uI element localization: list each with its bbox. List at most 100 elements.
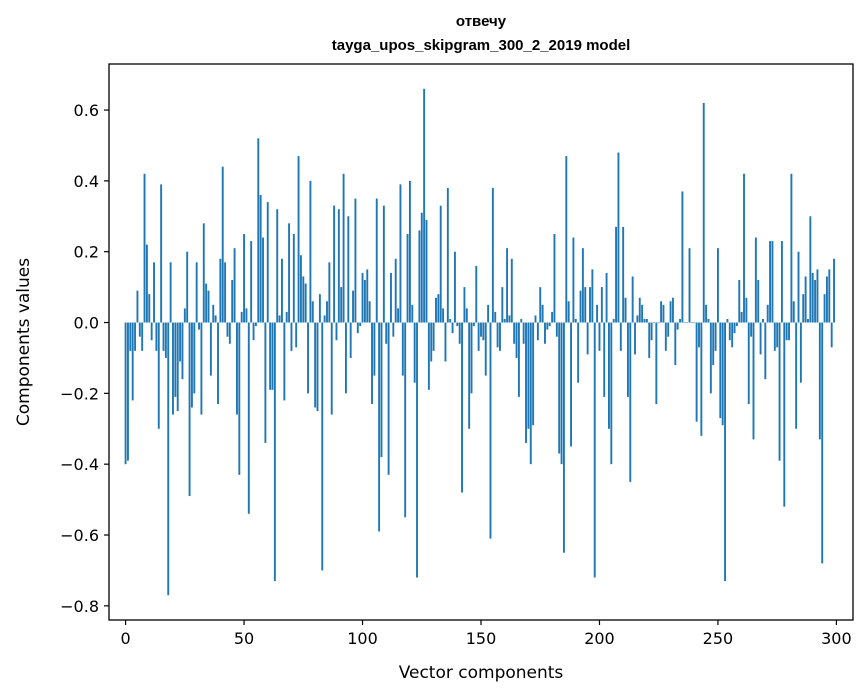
bar (496, 322, 499, 348)
bar (363, 280, 366, 323)
bar (823, 294, 826, 323)
bar (406, 233, 409, 323)
bar (155, 322, 158, 351)
bar (816, 269, 819, 323)
bar (527, 322, 530, 429)
bar (716, 248, 719, 323)
bar (382, 205, 385, 323)
bar (551, 311, 554, 323)
bar (226, 322, 229, 337)
bar (172, 322, 174, 415)
bar (430, 322, 433, 362)
bar (138, 322, 141, 337)
bar (577, 322, 580, 383)
bar (513, 322, 516, 344)
bar (262, 237, 264, 323)
bar (534, 315, 537, 323)
bar (359, 322, 362, 327)
bar (605, 272, 608, 323)
bar (437, 294, 440, 323)
bar (555, 322, 558, 337)
bar (188, 322, 191, 497)
bar (484, 322, 487, 376)
bar (544, 322, 546, 344)
bar (186, 251, 189, 323)
bar (314, 322, 317, 408)
bar (690, 322, 693, 324)
bar (491, 187, 494, 323)
x-axis: 0 50 100 150 200 250 300 (120, 620, 852, 648)
bar (548, 322, 551, 327)
bar (236, 322, 238, 415)
bar (778, 322, 781, 461)
bar (179, 322, 182, 362)
bar (233, 248, 236, 323)
bar (574, 318, 577, 323)
bar (695, 322, 698, 422)
bar (698, 322, 700, 348)
bar (626, 322, 629, 397)
bar (463, 287, 466, 323)
bar (245, 308, 248, 323)
bar (773, 322, 776, 351)
bar (335, 322, 338, 341)
bar (134, 322, 137, 351)
bar (162, 322, 165, 351)
bar (562, 322, 565, 553)
bar (148, 294, 151, 323)
bar (740, 311, 743, 323)
bar (269, 322, 272, 390)
bar (356, 322, 359, 334)
bar (679, 318, 681, 323)
bar (612, 318, 615, 323)
bar (818, 322, 821, 440)
bar (224, 262, 227, 323)
bar (506, 248, 509, 323)
bar (702, 102, 705, 323)
bar (444, 322, 447, 362)
bar (709, 322, 712, 394)
bar (205, 283, 208, 323)
bar (785, 322, 788, 341)
bar (714, 322, 717, 351)
bar (735, 322, 738, 327)
bar (833, 258, 835, 323)
bar (408, 180, 411, 323)
bar (707, 318, 710, 323)
bar (380, 322, 383, 458)
y-tick-label: 0.6 (74, 101, 99, 120)
y-tick-label: −0.8 (60, 597, 99, 616)
bar (416, 322, 418, 578)
bar (378, 322, 381, 532)
bar (465, 308, 468, 323)
bar (295, 322, 298, 348)
bar (705, 304, 708, 323)
bar (525, 322, 527, 443)
bar (153, 262, 155, 323)
bar (615, 226, 618, 323)
bar (802, 294, 805, 323)
bar (250, 241, 253, 323)
bar (600, 287, 603, 323)
bar (799, 322, 802, 383)
bar (667, 322, 670, 337)
bar (738, 280, 741, 323)
y-tick-label: −0.6 (60, 526, 99, 545)
y-tick-label: −0.4 (60, 455, 99, 474)
bar (352, 290, 354, 323)
bar (769, 241, 772, 323)
bar (731, 322, 734, 348)
y-tick-label: 0.0 (74, 314, 99, 333)
bar (477, 322, 480, 351)
bar (546, 322, 549, 330)
bar (783, 322, 786, 507)
bar (316, 322, 319, 412)
bar (809, 216, 812, 323)
bar (385, 322, 388, 344)
bar (660, 301, 663, 323)
bar (390, 272, 392, 323)
bar (451, 322, 454, 334)
bar (641, 304, 644, 323)
bar (520, 318, 523, 323)
bar (375, 198, 378, 323)
